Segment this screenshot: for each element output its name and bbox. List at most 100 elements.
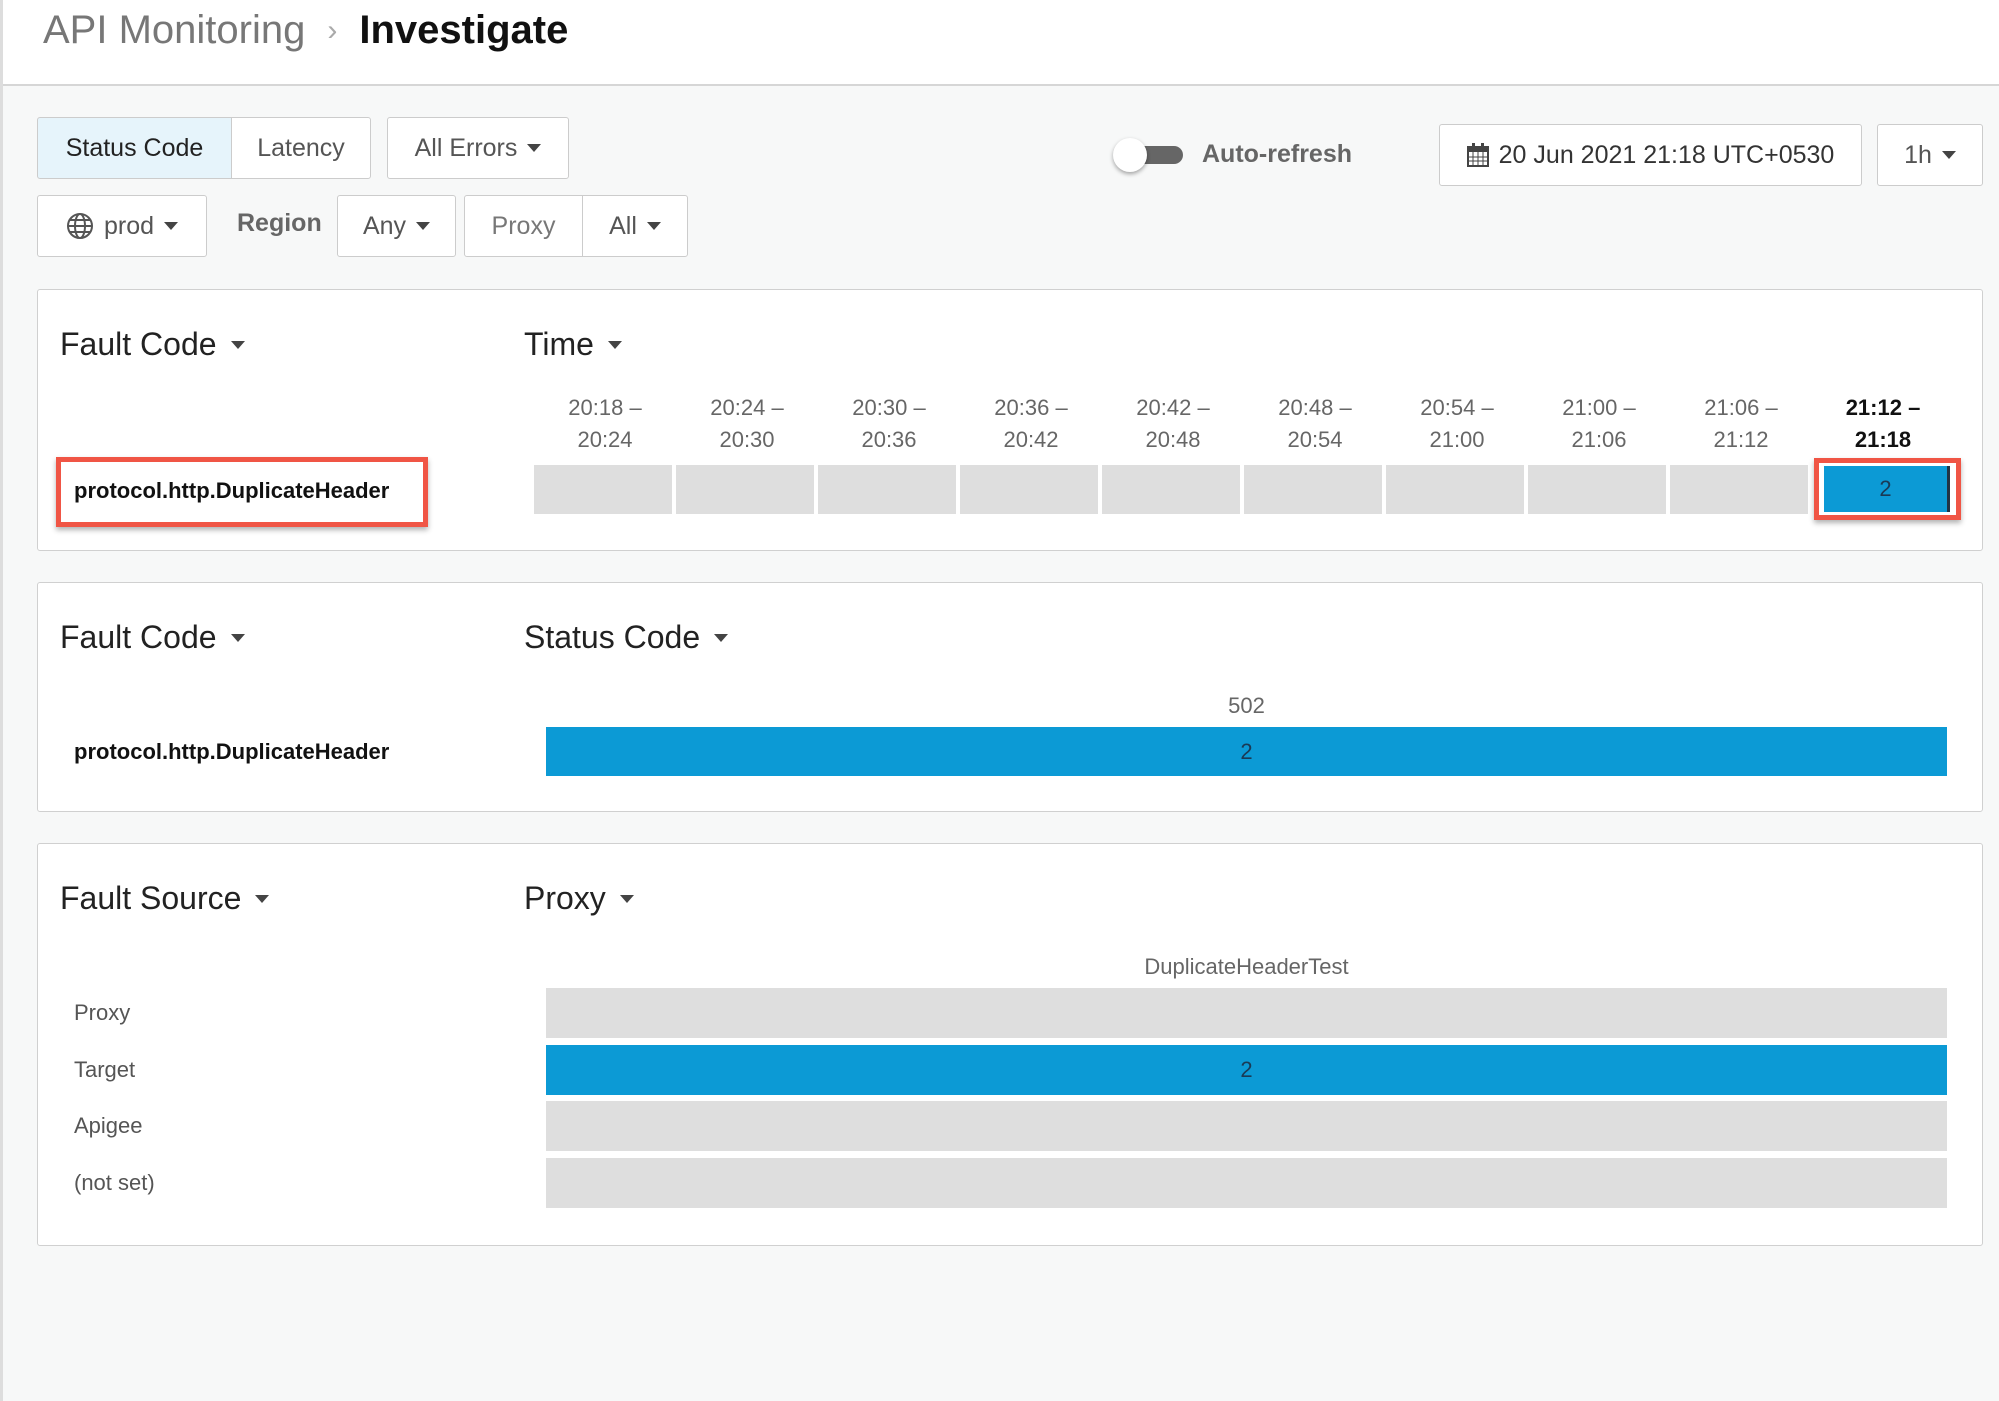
time-column-header: 21:06 – 21:12 [1670,392,1812,456]
time-column-header: 21:12 – 21:18 [1812,392,1954,456]
row-label[interactable]: protocol.http.DuplicateHeader [74,478,390,503]
tab-label: Latency [257,133,345,162]
region-label: Region [237,209,322,237]
row-dimension-select[interactable]: Fault Code [60,326,245,363]
time-column-header: 20:54 – 21:00 [1386,392,1528,456]
column-dimension-select[interactable]: Proxy [524,880,634,917]
time-column-header: 20:30 – 20:36 [818,392,960,456]
range-select[interactable]: 1h [1877,124,1983,186]
highlight-box [1814,458,1961,520]
tab-latency[interactable]: Latency [231,117,371,179]
time-start: 20:48 – [1278,395,1352,420]
time-end: 20:36 [861,427,917,452]
time-start: 20:30 – [852,395,926,420]
time-column-header: 21:00 – 21:06 [1528,392,1670,456]
fault-source-by-proxy-panel: Fault Source Proxy DuplicateHeaderTest P… [37,843,1983,1246]
calendar-icon [1466,143,1489,167]
dimension-label: Fault Code [60,619,217,655]
caret-down-icon [230,633,245,642]
page-title: Investigate [359,8,569,52]
column-header: DuplicateHeaderTest [1144,954,1349,979]
date-value: 20 Jun 2021 21:18 UTC+0530 [1498,140,1835,169]
column-dimension-select[interactable]: Time [524,326,622,363]
time-start: 20:18 – [568,395,642,420]
caret-down-icon [230,340,245,349]
column-header: 502 [1228,693,1265,718]
heatmap-cell[interactable] [1670,465,1808,514]
breadcrumb: API Monitoring › Investigate [43,8,568,53]
time-column-header: 20:42 – 20:48 [1102,392,1244,456]
caret-down-icon [1941,151,1956,159]
time-start: 20:54 – [1420,395,1494,420]
heatmap-cell[interactable] [818,465,956,514]
column-dimension-select[interactable]: Status Code [524,619,729,656]
time-end: 20:30 [719,427,775,452]
auto-refresh-toggle[interactable] [1113,138,1183,172]
row-dimension-select[interactable]: Fault Code [60,619,245,656]
select-value: All [609,211,637,240]
globe-icon [66,213,93,239]
time-end: 20:48 [1145,427,1201,452]
heatmap-cell[interactable] [546,1101,1947,1151]
environment-select[interactable]: prod [37,195,207,257]
page-header: API Monitoring › Investigate [3,0,1999,86]
heatmap-cell[interactable]: 2 [1824,466,1950,512]
time-start: 21:00 – [1562,395,1636,420]
tab-status-code[interactable]: Status Code [37,117,232,179]
row-label: Apigee [74,1113,143,1138]
row-label: Proxy [74,1000,131,1025]
heatmap-cell[interactable] [1102,465,1240,514]
time-start: 20:42 – [1136,395,1210,420]
caret-down-icon [619,894,634,903]
select-value: Any [362,211,407,240]
dimension-label: Fault Code [60,326,217,362]
proxy-label: Proxy [464,195,583,257]
time-start: 20:24 – [710,395,784,420]
auto-refresh-label: Auto-refresh [1202,140,1353,168]
select-value: 1h [1904,140,1932,169]
time-column-header: 20:36 – 20:42 [960,392,1102,456]
heatmap-cell[interactable] [960,465,1098,514]
row-label: (not set) [74,1169,155,1195]
heatmap-cell[interactable] [1528,465,1666,514]
heatmap-cell[interactable]: 2 [546,1044,1947,1095]
dimension-label: Time [524,326,594,362]
heatmap-cell[interactable] [676,465,814,514]
highlight-box [56,457,428,527]
errors-select[interactable]: All Errors [387,117,569,179]
row-dimension-select[interactable]: Fault Source [60,880,270,917]
heatmap-cell[interactable] [546,1157,1947,1208]
time-end: 20:24 [577,427,633,452]
time-end: 21:00 [1429,427,1485,452]
region-select[interactable]: Any [337,195,456,257]
chevron-right-icon: › [327,13,338,47]
breadcrumb-parent[interactable]: API Monitoring [43,8,306,52]
heatmap-cell[interactable]: 2 [546,727,1947,776]
heatmap-cell[interactable] [1386,465,1524,514]
heatmap-cell[interactable] [534,465,672,514]
time-end: 20:42 [1003,427,1059,452]
heatmap-cell[interactable] [1244,465,1382,514]
dimension-label: Status Code [524,619,701,655]
heatmap-cell[interactable] [546,988,1947,1038]
time-end: 20:54 [1287,427,1343,452]
fault-code-by-status-panel: Fault Code Status Code 502 protocol.http… [37,582,1983,812]
caret-down-icon [164,222,179,230]
caret-down-icon [527,144,542,152]
time-end: 21:12 [1713,427,1769,452]
caret-down-icon [714,633,729,642]
time-column-header: 20:18 – 20:24 [534,392,676,456]
proxy-select[interactable]: All [582,195,688,257]
dimension-label: Proxy [524,880,606,916]
select-value: prod [103,211,155,240]
time-end: 21:18 [1854,427,1912,452]
date-picker[interactable]: 20 Jun 2021 21:18 UTC+0530 [1439,124,1862,186]
toggle-knob [1113,138,1147,172]
caret-down-icon [607,340,622,349]
time-start: 20:36 – [994,395,1068,420]
tab-label: Status Code [65,133,204,162]
time-start: 21:12 – [1845,395,1921,420]
caret-down-icon [416,222,431,230]
row-label: Target [74,1056,136,1082]
time-start: 21:06 – [1704,395,1778,420]
